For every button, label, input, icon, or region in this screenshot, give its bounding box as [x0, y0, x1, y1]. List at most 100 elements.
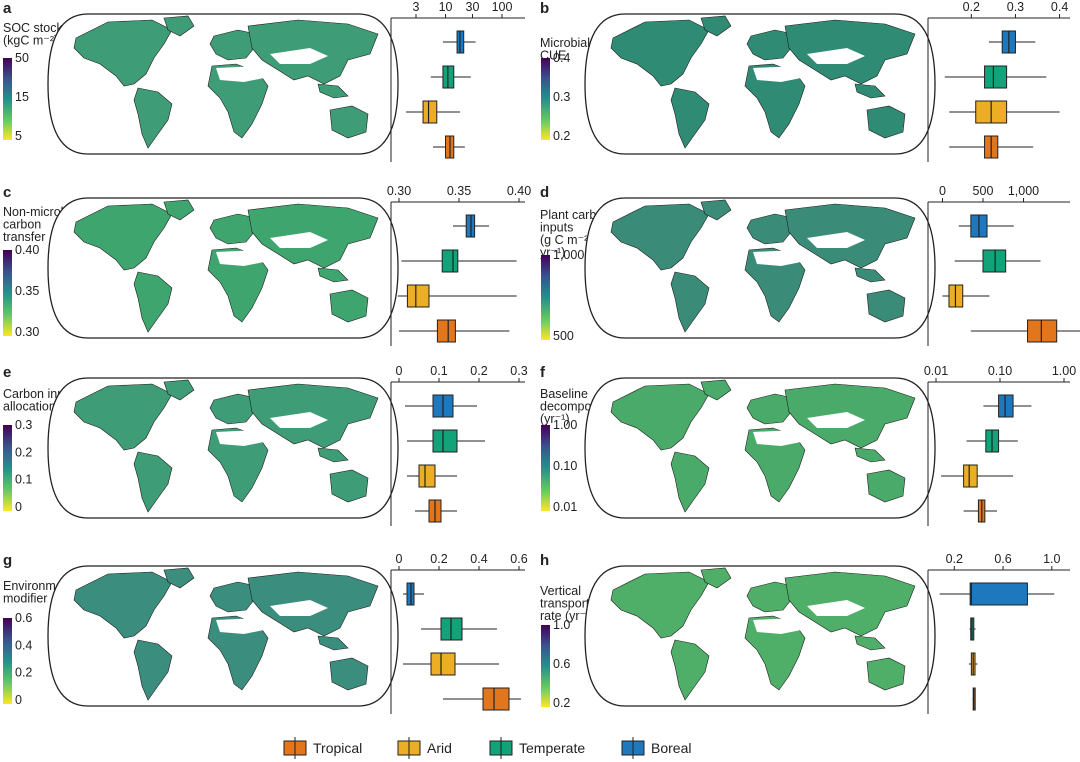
- axis-tick-label: 0.3: [1007, 0, 1024, 14]
- desert-sahara: [216, 66, 264, 82]
- map-label: carbon: [3, 218, 41, 232]
- legend-label-tropical: Tropical: [313, 740, 362, 756]
- continent-sea: [854, 267, 886, 283]
- panel-letter: e: [3, 364, 11, 381]
- boxplot: 0 0.1 0.2 0.3: [390, 364, 528, 526]
- continent-eu: [746, 393, 794, 425]
- map-label: SOC stock: [3, 21, 63, 35]
- axis-tick-label: 0.1: [430, 364, 447, 378]
- map-frame: [47, 377, 399, 519]
- box-tropical: [436, 319, 456, 343]
- colorbar-tick-label: 0.30: [15, 325, 39, 339]
- continent-gr: [163, 15, 195, 37]
- world-map: [584, 377, 936, 519]
- axis-tick-label: 0.2: [430, 552, 447, 566]
- box-arid: [418, 464, 436, 488]
- desert-gobi: [270, 412, 328, 428]
- map-land: [73, 15, 379, 149]
- continent-eu: [746, 581, 794, 613]
- world-map: [47, 197, 399, 339]
- map-label: Vertical: [540, 584, 581, 598]
- axis-tick-label: 0.6: [510, 552, 527, 566]
- continent-na: [73, 383, 173, 451]
- box-temperate: [441, 249, 459, 273]
- continent-sea: [317, 447, 349, 463]
- colorbar-tick-label: 1,000: [553, 248, 584, 262]
- box-temperate: [432, 429, 458, 453]
- boxplot: 0.2 0.3 0.4: [927, 0, 1070, 162]
- colorbar-tick-label: 0.2: [15, 666, 32, 680]
- colorbar: [541, 625, 550, 707]
- continent-sa: [133, 271, 173, 333]
- box-arid: [406, 284, 430, 308]
- axis-tick-label: 0: [939, 184, 946, 198]
- colorbar-tick-label: 1.00: [553, 418, 577, 432]
- continent-au: [866, 469, 906, 503]
- continent-au: [866, 289, 906, 323]
- desert-gobi: [270, 232, 328, 248]
- continent-sa: [670, 87, 710, 149]
- boxplot: 0.2 0.6 1.0: [927, 552, 1070, 714]
- continent-na: [610, 383, 710, 451]
- colorbar-tick-label: 500: [553, 329, 574, 343]
- continent-eu: [209, 581, 257, 613]
- axis-tick-label: 0.35: [447, 184, 471, 198]
- colorbar: [3, 425, 12, 511]
- colorbar-tick-label: 0.4: [15, 638, 32, 652]
- axis-tick-label: 30: [466, 0, 480, 14]
- continent-sa: [133, 87, 173, 149]
- continent-sa: [133, 451, 173, 513]
- legend-label-boreal: Boreal: [651, 740, 691, 756]
- axis-tick-label: 100: [492, 0, 513, 14]
- map-frame: [584, 13, 936, 155]
- continent-gr: [700, 379, 732, 401]
- continent-sea: [317, 267, 349, 283]
- continent-au: [329, 289, 369, 323]
- desert-gobi: [807, 232, 865, 248]
- map-label: Microbial: [540, 36, 590, 50]
- axis-tick-label: 0.40: [507, 184, 531, 198]
- panel-letter: h: [540, 552, 549, 569]
- desert-sahara: [753, 250, 801, 266]
- map-land: [610, 379, 916, 513]
- map-label: (kgC m⁻²): [3, 34, 58, 48]
- map-label: Plant carbon: [540, 208, 610, 222]
- axis-tick-label: 0: [396, 552, 403, 566]
- world-map: [47, 377, 399, 519]
- continent-na: [610, 19, 710, 87]
- colorbar: [541, 58, 550, 140]
- box-arid: [963, 464, 978, 488]
- axis-tick-label: 0.2: [946, 552, 963, 566]
- axis-tick-label: 500: [973, 184, 994, 198]
- panel-letter: c: [3, 184, 11, 201]
- map-label: Baseline: [540, 387, 588, 401]
- continent-sa: [670, 639, 710, 701]
- world-map: [584, 13, 936, 155]
- axis-tick-label: 0.10: [988, 364, 1012, 378]
- axis-tick-label: 3: [413, 0, 420, 14]
- colorbar-tick-label: 50: [15, 51, 29, 65]
- colorbar-tick-label: 0.2: [15, 445, 32, 459]
- continent-na: [610, 571, 710, 639]
- boxplot: 0 0.2 0.4 0.6: [390, 552, 528, 714]
- map-land: [73, 567, 379, 701]
- map-frame: [584, 197, 936, 339]
- desert-sahara: [216, 618, 264, 634]
- desert-gobi: [270, 600, 328, 616]
- map-label: (g C m⁻²: [540, 233, 588, 247]
- colorbar: [3, 250, 12, 336]
- colorbar: [541, 425, 550, 511]
- continent-eu: [746, 213, 794, 245]
- map-land: [610, 15, 916, 149]
- box-tropical: [1027, 319, 1058, 343]
- continent-gr: [700, 567, 732, 589]
- map-land: [73, 379, 379, 513]
- axis-tick-label: 0.4: [1051, 0, 1068, 14]
- colorbar-tick-label: 0.4: [553, 51, 570, 65]
- axis-tick-label: 0.3: [510, 364, 527, 378]
- colorbar-tick-label: 0.10: [553, 459, 577, 473]
- colorbar-tick-label: 5: [15, 129, 22, 143]
- world-map: [47, 565, 399, 707]
